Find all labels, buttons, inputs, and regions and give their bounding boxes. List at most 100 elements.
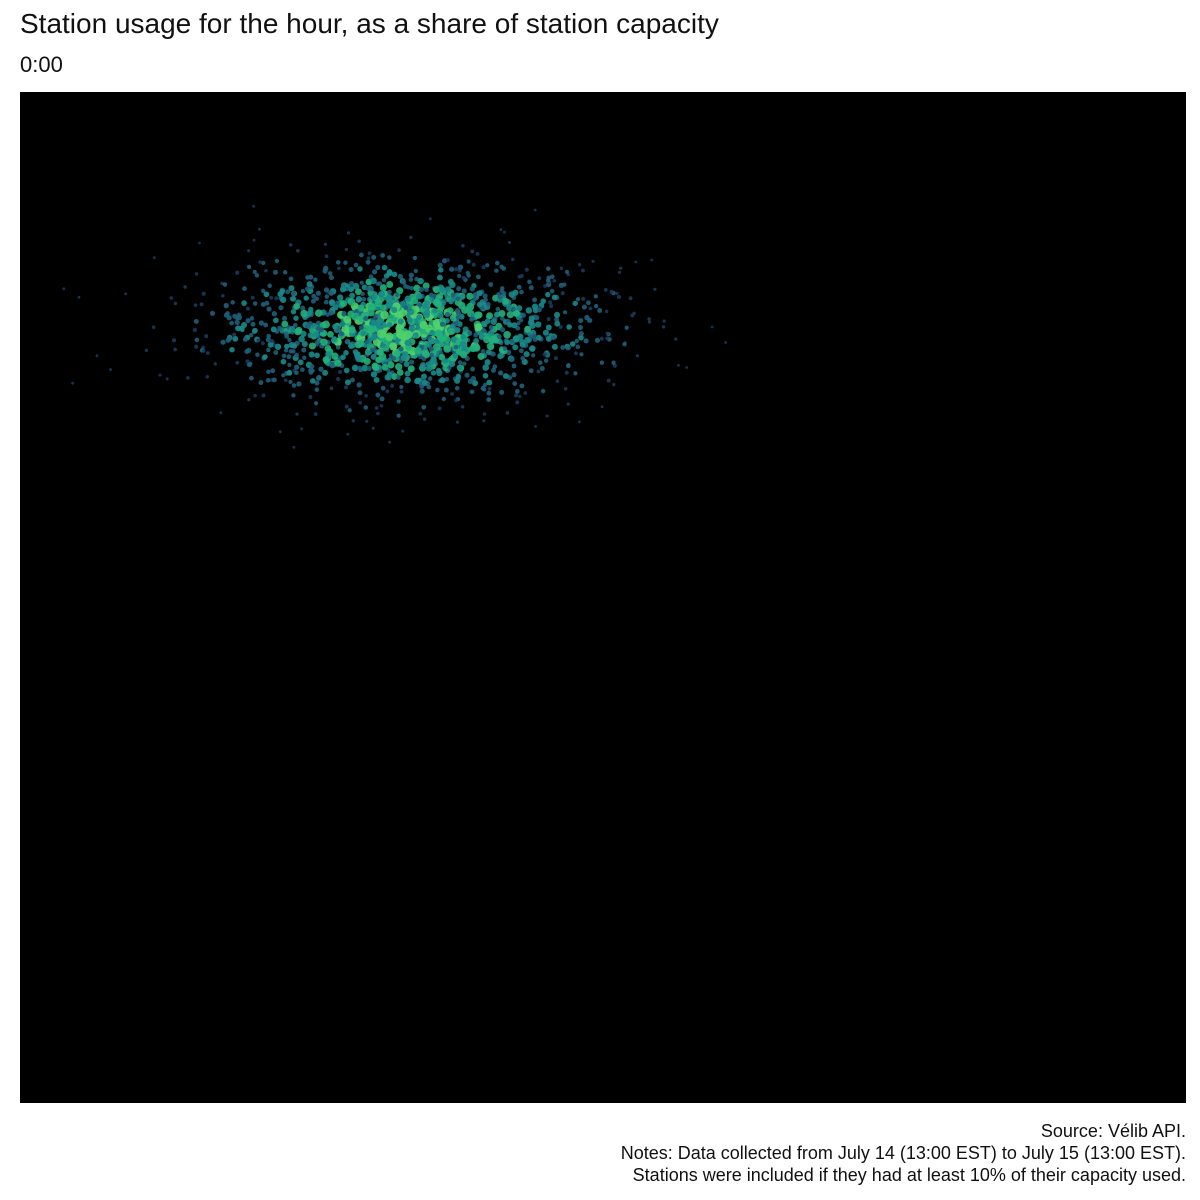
station-point (226, 336, 232, 341)
station-point (296, 248, 300, 253)
station-point (356, 339, 365, 348)
station-point (419, 365, 426, 372)
station-point (593, 294, 598, 299)
station-point (535, 321, 542, 328)
station-point (186, 376, 190, 380)
station-point (347, 297, 356, 306)
station-point (487, 386, 492, 391)
station-point (519, 341, 526, 348)
station-point (300, 427, 303, 431)
station-point (359, 252, 364, 258)
station-point (201, 291, 206, 296)
station-point (662, 319, 666, 323)
station-point (258, 380, 264, 386)
station-point (467, 330, 473, 336)
station-point (307, 321, 313, 326)
station-point (313, 412, 318, 416)
station-point (401, 429, 405, 433)
station-point (424, 287, 429, 293)
station-point (258, 320, 264, 326)
station-point (309, 364, 315, 369)
station-point (450, 292, 456, 298)
station-point (500, 286, 505, 291)
station-point (422, 350, 429, 357)
station-point (456, 286, 462, 292)
station-point (332, 323, 338, 330)
station-point (258, 260, 262, 264)
station-point (367, 308, 375, 317)
station-point (403, 330, 413, 340)
station-point (609, 289, 614, 294)
station-point (250, 321, 256, 327)
station-point (436, 274, 443, 281)
station-point (406, 285, 411, 290)
station-point (363, 405, 369, 410)
station-point (364, 394, 368, 398)
station-point (537, 276, 542, 281)
station-point (529, 345, 536, 352)
station-point (404, 295, 412, 302)
station-point (499, 228, 503, 232)
station-point (194, 272, 199, 276)
station-point (435, 387, 440, 393)
station-point (371, 254, 377, 260)
station-point (444, 312, 450, 318)
station-point (450, 392, 455, 396)
station-point (604, 309, 609, 314)
station-point (341, 311, 347, 317)
station-point (242, 286, 247, 291)
station-point (488, 282, 494, 287)
station-point (335, 345, 341, 350)
station-point (397, 273, 404, 280)
station-point (329, 361, 335, 367)
station-point (563, 386, 568, 391)
station-point (412, 255, 418, 261)
station-point (593, 303, 599, 309)
station-point (482, 419, 486, 423)
station-point (376, 411, 380, 416)
station-point (480, 349, 486, 354)
station-point (507, 240, 512, 245)
station-point (300, 309, 308, 318)
station-point (560, 291, 565, 296)
station-point (661, 325, 666, 329)
station-point (612, 382, 616, 387)
station-point (494, 268, 499, 273)
station-point (439, 286, 446, 293)
station-point (343, 315, 352, 324)
station-point (523, 391, 528, 395)
station-point (560, 345, 566, 350)
station-point (265, 378, 271, 383)
station-point (334, 359, 342, 367)
station-point (396, 413, 401, 418)
station-point (371, 426, 375, 430)
station-point (472, 344, 481, 352)
station-point (594, 337, 601, 343)
station-point (512, 344, 519, 351)
station-point (581, 268, 585, 273)
station-point (395, 363, 403, 371)
station-point (369, 286, 374, 292)
station-point (591, 259, 595, 263)
station-point (480, 385, 486, 391)
station-point (482, 364, 490, 371)
station-point (550, 335, 556, 341)
station-point (246, 264, 252, 269)
station-point (454, 398, 458, 403)
station-point (518, 394, 522, 399)
station-point (511, 257, 515, 262)
station-point (546, 266, 551, 271)
station-point (380, 310, 389, 320)
station-point (328, 310, 334, 316)
station-point (273, 269, 278, 275)
station-point (495, 306, 501, 312)
station-point (454, 267, 459, 272)
station-point (152, 256, 156, 259)
station-point (355, 288, 362, 296)
station-point (274, 296, 279, 301)
station-point (308, 342, 316, 350)
station-point (498, 370, 503, 376)
station-point (512, 309, 520, 317)
station-point (327, 330, 334, 338)
station-point (323, 242, 328, 246)
